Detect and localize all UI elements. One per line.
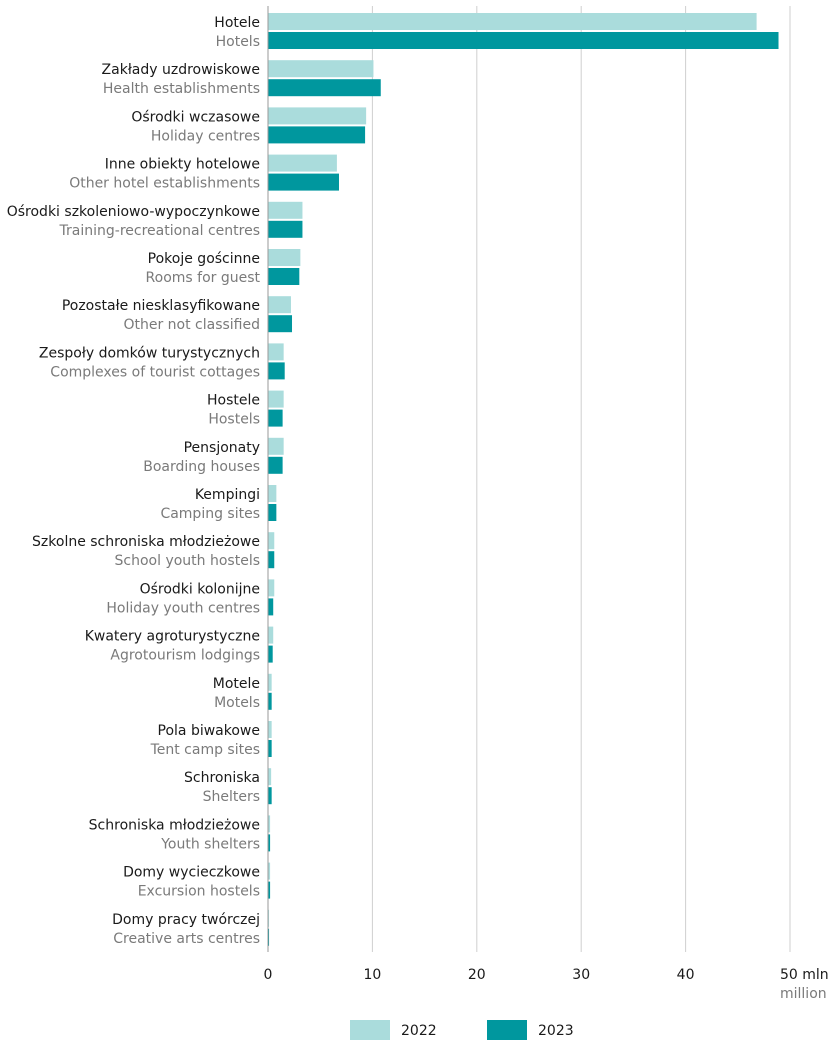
- bar-2022-15: [268, 721, 272, 738]
- bar-2023-9: [268, 456, 283, 474]
- bar-2022-9: [268, 437, 284, 455]
- category-label-pl: Hostele: [207, 393, 260, 409]
- category-labels: Hotele Hotels Zakłady uzdrowiskowe Health e…: [7, 15, 261, 947]
- bar-2023-16: [268, 787, 272, 805]
- bar-2022-1: [268, 60, 374, 78]
- legend-swatch-2022: [350, 1020, 390, 1040]
- bar-2022-4: [268, 201, 303, 219]
- category-label-pl: Pola biwakowe: [158, 723, 260, 739]
- category-label-pl: Schroniska: [184, 770, 260, 786]
- category-label-en: Hostels: [208, 412, 260, 428]
- bar-2022-16: [268, 768, 272, 786]
- bar-2023-11: [268, 551, 275, 569]
- category-label-en: Training-recreational centres: [59, 223, 260, 239]
- category-label-pl: Ośrodki wczasowe: [131, 109, 260, 125]
- bar-2023-1: [268, 79, 381, 97]
- bar-2023-4: [268, 220, 303, 238]
- category-label-pl: Kempingi: [195, 487, 260, 503]
- category-label-en: Other hotel establishments: [69, 176, 260, 192]
- bar-2023-8: [268, 409, 283, 427]
- category-label-en: Hotels: [216, 34, 260, 50]
- category-label-en: Agrotourism lodgings: [110, 648, 260, 664]
- category-label-en: Rooms for guest: [146, 270, 261, 286]
- x-tick-label: 50 mln: [780, 967, 829, 983]
- category-label-pl: Domy pracy twórczej: [112, 912, 260, 928]
- bar-2023-7: [268, 362, 285, 380]
- category-label-en: Excursion hostels: [138, 884, 260, 900]
- legend-label-2022: 2022: [401, 1023, 437, 1039]
- bar-2022-17: [268, 815, 271, 833]
- bar-2023-6: [268, 315, 293, 333]
- bars-group: [268, 13, 779, 946]
- bar-2023-2: [268, 126, 366, 144]
- x-tick-label: 20: [468, 967, 486, 983]
- bar-2023-14: [268, 692, 272, 710]
- category-label-en: Holiday youth centres: [106, 600, 260, 616]
- bar-2022-5: [268, 249, 301, 266]
- bar-2022-0: [268, 13, 757, 30]
- category-label-en: Creative arts centres: [113, 931, 260, 947]
- gridlines: [371, 6, 791, 952]
- category-label-pl: Zespoły domków turystycznych: [39, 345, 260, 361]
- bar-2022-19: [268, 909, 270, 927]
- category-label-en: Other not classified: [123, 317, 260, 333]
- category-label-pl: Schroniska młodzieżowe: [89, 817, 260, 833]
- bar-2023-17: [268, 834, 271, 852]
- bar-2022-7: [268, 343, 284, 361]
- category-label-en: Boarding houses: [143, 459, 260, 475]
- bar-2022-11: [268, 532, 275, 550]
- bar-2022-8: [268, 390, 284, 408]
- bar-2022-2: [268, 107, 367, 125]
- category-label-pl: Ośrodki szkoleniowo-wypoczynkowe: [7, 204, 260, 220]
- category-label-pl: Pensjonaty: [184, 440, 260, 456]
- x-tick-label: 0: [264, 967, 273, 983]
- category-label-pl: Zakłady uzdrowiskowe: [102, 62, 260, 78]
- x-tick-label: 30: [572, 967, 590, 983]
- category-label-pl: Domy wycieczkowe: [123, 865, 260, 881]
- bar-2023-3: [268, 173, 339, 191]
- bar-2022-18: [268, 862, 271, 880]
- category-label-en: School youth hostels: [115, 553, 260, 569]
- category-label-en: Shelters: [203, 789, 260, 805]
- bar-2022-12: [268, 579, 275, 597]
- legend: 2022 2023: [350, 1020, 574, 1040]
- legend-label-2023: 2023: [538, 1023, 574, 1039]
- category-label-pl: Ośrodki kolonijne: [140, 581, 260, 597]
- category-label-pl: Motele: [213, 676, 260, 692]
- bar-2023-10: [268, 504, 277, 521]
- bar-2022-13: [268, 626, 274, 644]
- category-label-pl: Inne obiekty hotelowe: [105, 157, 260, 173]
- category-label-en: Holiday centres: [151, 128, 260, 144]
- category-label-pl: Pozostałe niesklasyfikowane: [62, 298, 260, 314]
- bar-2022-6: [268, 296, 291, 314]
- bar-2023-13: [268, 645, 273, 663]
- category-label-en: Camping sites: [160, 506, 260, 522]
- category-label-pl: Pokoje gościnne: [148, 251, 260, 267]
- bar-2022-3: [268, 154, 337, 172]
- category-label-en: Tent camp sites: [150, 742, 260, 758]
- x-tick-label: 10: [363, 967, 381, 983]
- category-label-pl: Kwatery agroturystyczne: [85, 629, 260, 645]
- x-tick-label: 40: [677, 967, 695, 983]
- category-label-en: Motels: [214, 695, 260, 711]
- bar-2023-12: [268, 598, 274, 616]
- bar-2023-18: [268, 881, 271, 899]
- bar-2023-19: [268, 928, 270, 946]
- category-label-en: Youth shelters: [160, 836, 260, 852]
- bar-2022-14: [268, 673, 272, 691]
- category-label-pl: Hotele: [214, 15, 260, 31]
- category-label-en: Health establishments: [103, 81, 260, 97]
- bar-2022-10: [268, 485, 277, 502]
- bar-2023-0: [268, 32, 779, 49]
- legend-swatch-2023: [487, 1020, 527, 1040]
- x-unit-label-en: million: [780, 986, 827, 1002]
- category-label-pl: Szkolne schroniska młodzieżowe: [32, 534, 260, 550]
- x-axis: 0 10 20 30 40 50 mln million: [264, 6, 829, 1002]
- category-label-en: Complexes of tourist cottages: [50, 364, 260, 380]
- bar-2023-5: [268, 268, 300, 285]
- bar-2023-15: [268, 740, 272, 757]
